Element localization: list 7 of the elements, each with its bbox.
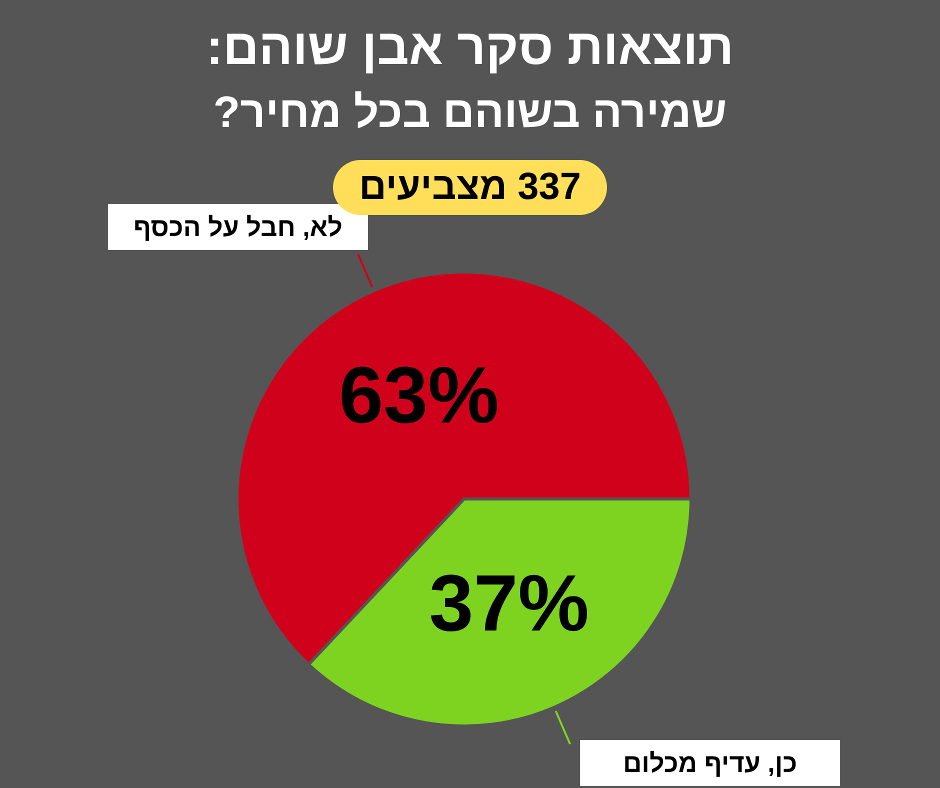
data-label: 63% xyxy=(338,350,499,440)
slice-label: כן, עדיף מכלום xyxy=(622,748,798,778)
chart-title: תוצאות סקר אבן שוהם: xyxy=(205,18,735,76)
chart-subtitle: שמירה בשוהם בכל מחיר? xyxy=(212,88,728,138)
data-label: 37% xyxy=(429,558,590,648)
slice-label: לא, חבל על הכסף xyxy=(133,212,342,242)
text: 337 מצביעים xyxy=(358,166,582,208)
